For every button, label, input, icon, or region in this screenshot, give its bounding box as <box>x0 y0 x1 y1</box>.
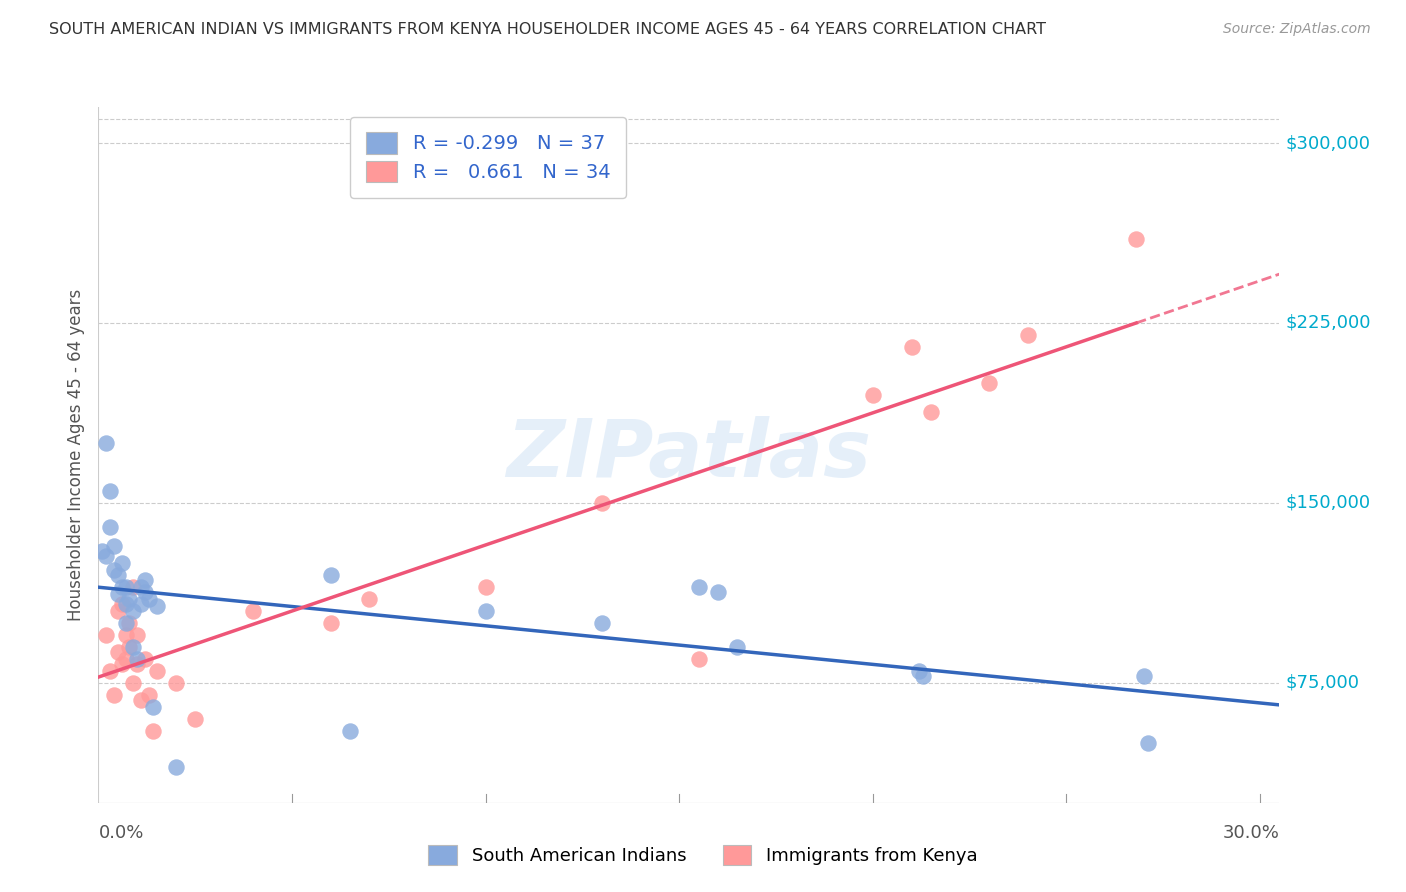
Point <box>114 615 136 630</box>
Point <box>111 580 134 594</box>
Point <box>107 604 129 618</box>
Point <box>1017 328 1039 343</box>
Text: $75,000: $75,000 <box>1285 673 1360 692</box>
Point <box>129 597 152 611</box>
Text: Source: ZipAtlas.com: Source: ZipAtlas.com <box>1223 22 1371 37</box>
Point <box>103 539 125 553</box>
Point <box>474 604 496 618</box>
Point <box>114 628 136 642</box>
Point <box>474 580 496 594</box>
Point <box>111 556 134 570</box>
Point <box>111 597 134 611</box>
Point <box>96 436 118 450</box>
Text: SOUTH AMERICAN INDIAN VS IMMIGRANTS FROM KENYA HOUSEHOLDER INCOME AGES 45 - 64 Y: SOUTH AMERICAN INDIAN VS IMMIGRANTS FROM… <box>49 22 1046 37</box>
Point <box>122 580 145 594</box>
Point <box>98 520 121 534</box>
Legend: South American Indians, Immigrants from Kenya: South American Indians, Immigrants from … <box>422 838 984 872</box>
Point <box>96 549 118 563</box>
Point <box>118 591 141 606</box>
Point <box>122 640 145 654</box>
Point <box>138 591 160 606</box>
Point <box>1136 736 1159 750</box>
Point <box>591 496 613 510</box>
Point <box>145 599 167 613</box>
Text: $225,000: $225,000 <box>1285 314 1371 332</box>
Point <box>977 376 1000 390</box>
Point <box>127 657 149 671</box>
Point <box>98 664 121 678</box>
Point <box>134 652 156 666</box>
Point <box>908 664 931 678</box>
Point <box>920 405 942 419</box>
Point <box>184 712 207 726</box>
Text: $150,000: $150,000 <box>1285 494 1371 512</box>
Point <box>118 640 141 654</box>
Point <box>862 388 884 402</box>
Point <box>591 615 613 630</box>
Point <box>319 615 342 630</box>
Point <box>165 676 187 690</box>
Text: 30.0%: 30.0% <box>1223 824 1279 842</box>
Point <box>707 584 730 599</box>
Point <box>1133 668 1156 682</box>
Point <box>129 692 152 706</box>
Point <box>103 563 125 577</box>
Point <box>114 652 136 666</box>
Point <box>114 580 136 594</box>
Point <box>1125 232 1147 246</box>
Y-axis label: Householder Income Ages 45 - 64 years: Householder Income Ages 45 - 64 years <box>66 289 84 621</box>
Point <box>142 699 165 714</box>
Point <box>912 668 935 682</box>
Point <box>111 657 134 671</box>
Point <box>118 615 141 630</box>
Point <box>122 604 145 618</box>
Point <box>319 567 342 582</box>
Point <box>339 723 361 738</box>
Point <box>725 640 748 654</box>
Point <box>91 544 114 558</box>
Point <box>107 567 129 582</box>
Legend: R = -0.299   N = 37, R =   0.661   N = 34: R = -0.299 N = 37, R = 0.661 N = 34 <box>350 117 626 198</box>
Point <box>107 587 129 601</box>
Point <box>122 676 145 690</box>
Point <box>127 628 149 642</box>
Point <box>129 580 152 594</box>
Point <box>142 723 165 738</box>
Point <box>134 584 156 599</box>
Point <box>103 688 125 702</box>
Point <box>900 340 922 354</box>
Point <box>127 652 149 666</box>
Point <box>98 483 121 498</box>
Point <box>688 652 710 666</box>
Point <box>134 573 156 587</box>
Point <box>242 604 264 618</box>
Point <box>96 628 118 642</box>
Text: 0.0%: 0.0% <box>98 824 143 842</box>
Point <box>165 760 187 774</box>
Point <box>138 688 160 702</box>
Point <box>107 645 129 659</box>
Point <box>145 664 167 678</box>
Point <box>688 580 710 594</box>
Text: ZIPatlas: ZIPatlas <box>506 416 872 494</box>
Text: $300,000: $300,000 <box>1285 134 1371 152</box>
Point <box>359 591 381 606</box>
Point <box>114 597 136 611</box>
